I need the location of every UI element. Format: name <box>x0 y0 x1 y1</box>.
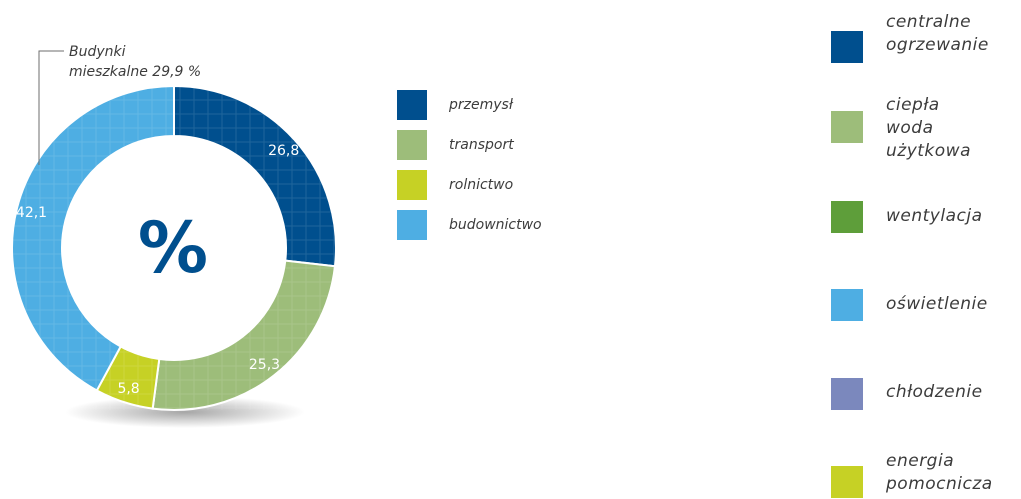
legend-label: budownictwo <box>449 217 542 233</box>
legend-swatch <box>397 170 427 200</box>
legend-swatch <box>831 31 863 63</box>
donut-slice-budownictwo <box>11 84 175 392</box>
legend-swatch <box>831 466 863 498</box>
legend-swatch <box>397 210 427 240</box>
legend-label: centralne ogrzewanie <box>886 12 989 55</box>
donut-shadow <box>65 396 305 428</box>
donut-hole <box>63 137 285 359</box>
legend-label: energia pomocnicza <box>886 451 993 494</box>
slice-value-label: 5,8 <box>117 381 139 397</box>
legend-label: transport <box>449 137 514 153</box>
slice-value-label: 26,8 <box>268 143 299 159</box>
donut-chart-svg: 26,8 25,3 5,8 42,1 % <box>11 50 337 428</box>
legend-swatch <box>397 130 427 160</box>
legend-item-przemysl: przemysł <box>397 90 597 120</box>
legend-item-budownictwo: budownictwo <box>397 210 597 240</box>
donut-slice-labels: 26,8 25,3 5,8 42,1 <box>16 143 299 397</box>
legend-swatch <box>831 289 863 321</box>
donut-slices <box>11 84 337 411</box>
slice-value-label: 42,1 <box>16 205 47 221</box>
legend-swatch <box>831 201 863 233</box>
main-legend: przemysł transport rolnictwo budownictwo <box>397 90 597 250</box>
legend-swatch <box>831 378 863 410</box>
energy-use-legend: centralne ogrzewanie ciepła woda użytkow… <box>831 0 1021 499</box>
residential-buildings-annotation: Budynki mieszkalne 29,9 % <box>69 44 202 80</box>
legend-item-rolnictwo: rolnictwo <box>397 170 597 200</box>
annotation-leader-line <box>38 50 64 165</box>
slice-value-label: 25,3 <box>249 357 280 373</box>
legend-swatch <box>831 111 863 143</box>
center-percent-label: % <box>138 207 208 289</box>
legend-label: ciepła woda użytkowa <box>886 95 971 161</box>
legend-label: rolnictwo <box>449 177 514 193</box>
legend-label: przemysł <box>449 97 513 113</box>
donut-chart: 26,8 25,3 5,8 42,1 % Budynki mieszkalne 29,… <box>11 44 337 428</box>
legend-swatch <box>397 90 427 120</box>
legend-label: wentylacja <box>886 206 983 226</box>
legend-item-transport: transport <box>397 130 597 160</box>
legend-label: chłodzenie <box>886 382 983 402</box>
legend-label: oświetlenie <box>886 294 988 314</box>
